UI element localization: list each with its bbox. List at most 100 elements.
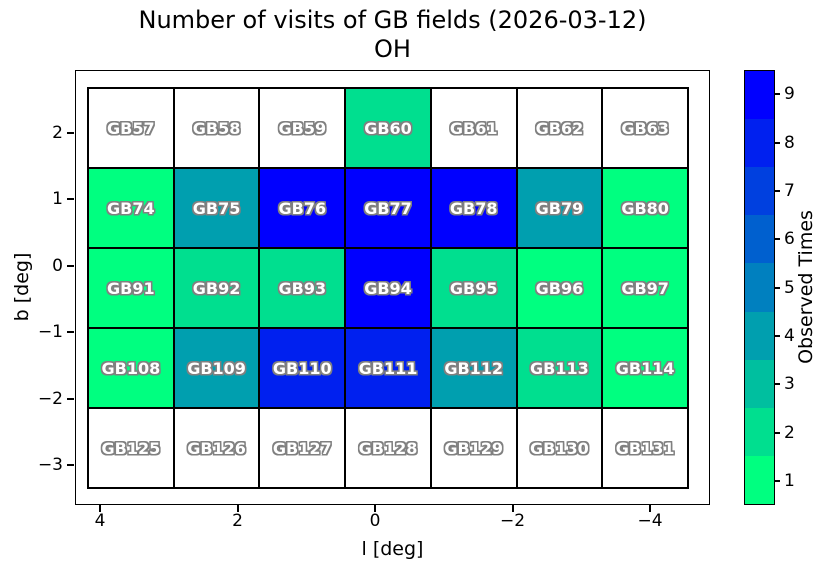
grid-cell-gb63: GB63 bbox=[602, 88, 688, 168]
colorbar-tick-mark bbox=[775, 431, 780, 434]
grid-cell-gb79: GB79 bbox=[516, 168, 603, 248]
x-tick-mark bbox=[374, 505, 376, 512]
grid-cell-gb131: GB131 bbox=[602, 408, 688, 488]
colorbar-segment-7 bbox=[745, 167, 774, 216]
x-tick-label: 4 bbox=[94, 511, 106, 531]
x-tick-label: −4 bbox=[637, 511, 663, 531]
colorbar-segment-8 bbox=[745, 119, 774, 168]
cell-label: GB94 bbox=[364, 278, 412, 298]
cell-label: GB62 bbox=[535, 118, 584, 138]
cell-label: GB128 bbox=[358, 438, 418, 458]
colorbar-tick-mark bbox=[775, 479, 780, 482]
cell-label: GB57 bbox=[107, 118, 155, 138]
cell-label: GB125 bbox=[101, 438, 161, 458]
y-tick-label: −1 bbox=[37, 322, 63, 342]
grid-cell-gb128: GB128 bbox=[345, 408, 431, 488]
cell-label: GB110 bbox=[272, 358, 332, 378]
y-tick-mark bbox=[67, 265, 74, 267]
cell-label: GB97 bbox=[621, 278, 669, 298]
grid-cell-gb58: GB58 bbox=[173, 88, 260, 168]
grid-cell-gb111: GB111 bbox=[345, 328, 431, 408]
x-tick-mark bbox=[236, 505, 239, 512]
cell-label: GB131 bbox=[615, 438, 675, 458]
cell-label: GB112 bbox=[444, 358, 504, 378]
cell-label: GB127 bbox=[272, 438, 332, 458]
grid-cell-gb75: GB75 bbox=[173, 168, 260, 248]
grid-cell-gb113: GB113 bbox=[516, 328, 603, 408]
grid-cell-gb125: GB125 bbox=[88, 408, 174, 488]
colorbar bbox=[744, 70, 775, 505]
colorbar-segment-2 bbox=[745, 407, 774, 456]
cell-label: GB75 bbox=[192, 198, 241, 218]
cell-label: GB91 bbox=[107, 278, 155, 298]
heatmap-grid: GB57 GB58 GB59 GB60 GB61 GB62 GB63 GB74 GB75 GB76… bbox=[87, 87, 689, 489]
grid-cell-gb92: GB92 bbox=[173, 248, 260, 328]
grid-cell-gb109: GB109 bbox=[173, 328, 260, 408]
x-axis-title: l [deg] bbox=[361, 538, 424, 560]
grid-cell-gb127: GB127 bbox=[259, 408, 346, 488]
y-tick-mark bbox=[67, 132, 74, 134]
cell-label: GB92 bbox=[192, 278, 241, 298]
cell-label: GB114 bbox=[615, 358, 675, 378]
cell-label: GB126 bbox=[187, 438, 246, 458]
cell-label: GB61 bbox=[449, 118, 498, 138]
cell-label: GB93 bbox=[278, 278, 327, 298]
cell-label: GB96 bbox=[535, 278, 584, 298]
cell-label: GB129 bbox=[444, 438, 504, 458]
grid-cell-gb126: GB126 bbox=[173, 408, 260, 488]
cell-label: GB109 bbox=[187, 358, 246, 378]
colorbar-tick-mark bbox=[775, 189, 780, 192]
y-tick-mark bbox=[67, 464, 74, 466]
x-tick-mark bbox=[649, 505, 651, 512]
cell-label: GB63 bbox=[621, 118, 669, 138]
y-tick-label: 2 bbox=[52, 123, 63, 143]
colorbar-tick-label: 6 bbox=[784, 229, 795, 250]
grid-cell-gb129: GB129 bbox=[430, 408, 517, 488]
grid-cell-gb61: GB61 bbox=[430, 88, 517, 168]
colorbar-tick-mark bbox=[775, 238, 780, 241]
cell-label: GB59 bbox=[278, 118, 327, 138]
colorbar-segment-5 bbox=[745, 263, 774, 312]
chart-title: Number of visits of GB fields (2026-03-1… bbox=[138, 6, 647, 34]
grid-cell-gb130: GB130 bbox=[516, 408, 603, 488]
cell-label: GB77 bbox=[364, 198, 412, 218]
grid-cell-gb95: GB95 bbox=[430, 248, 517, 328]
cell-label: GB79 bbox=[535, 198, 584, 218]
cell-label: GB95 bbox=[449, 278, 498, 298]
grid-cell-gb59: GB59 bbox=[259, 88, 346, 168]
x-tick-label: 2 bbox=[232, 511, 243, 531]
grid-cell-gb110: GB110 bbox=[259, 328, 346, 408]
grid-cell-gb96: GB96 bbox=[516, 248, 603, 328]
y-axis-title: b [deg] bbox=[11, 252, 33, 322]
chart-subtitle: OH bbox=[374, 35, 411, 63]
y-tick-label: 1 bbox=[52, 189, 63, 209]
x-tick-label: 0 bbox=[369, 511, 381, 531]
colorbar-tick-mark bbox=[775, 286, 780, 289]
grid-cell-gb76: GB76 bbox=[259, 168, 346, 248]
colorbar-tick-label: 5 bbox=[784, 277, 795, 298]
grid-cell-gb91: GB91 bbox=[88, 248, 174, 328]
cell-label: GB74 bbox=[107, 198, 155, 218]
colorbar-segment-3 bbox=[745, 359, 774, 408]
cell-label: GB130 bbox=[530, 438, 589, 458]
grid-cell-gb74: GB74 bbox=[88, 168, 174, 248]
y-tick-mark bbox=[67, 331, 74, 333]
cell-label: GB76 bbox=[278, 198, 327, 218]
y-tick-label: −2 bbox=[37, 389, 63, 409]
grid-cell-gb97: GB97 bbox=[602, 248, 688, 328]
colorbar-tick-label: 8 bbox=[784, 132, 795, 153]
x-tick-mark bbox=[99, 505, 101, 512]
y-tick-label: 0 bbox=[52, 256, 63, 276]
grid-cell-gb114: GB114 bbox=[602, 328, 688, 408]
cell-label: GB80 bbox=[621, 198, 669, 218]
grid-cell-gb108: GB108 bbox=[88, 328, 174, 408]
grid-cell-gb93: GB93 bbox=[259, 248, 346, 328]
grid-cell-gb94: GB94 bbox=[345, 248, 431, 328]
y-tick-mark bbox=[67, 198, 74, 200]
colorbar-tick-mark bbox=[775, 141, 780, 144]
colorbar-tick-label: 9 bbox=[784, 84, 795, 105]
colorbar-segment-9 bbox=[745, 71, 774, 120]
colorbar-tick-mark bbox=[775, 334, 780, 337]
cell-label: GB58 bbox=[192, 118, 241, 138]
